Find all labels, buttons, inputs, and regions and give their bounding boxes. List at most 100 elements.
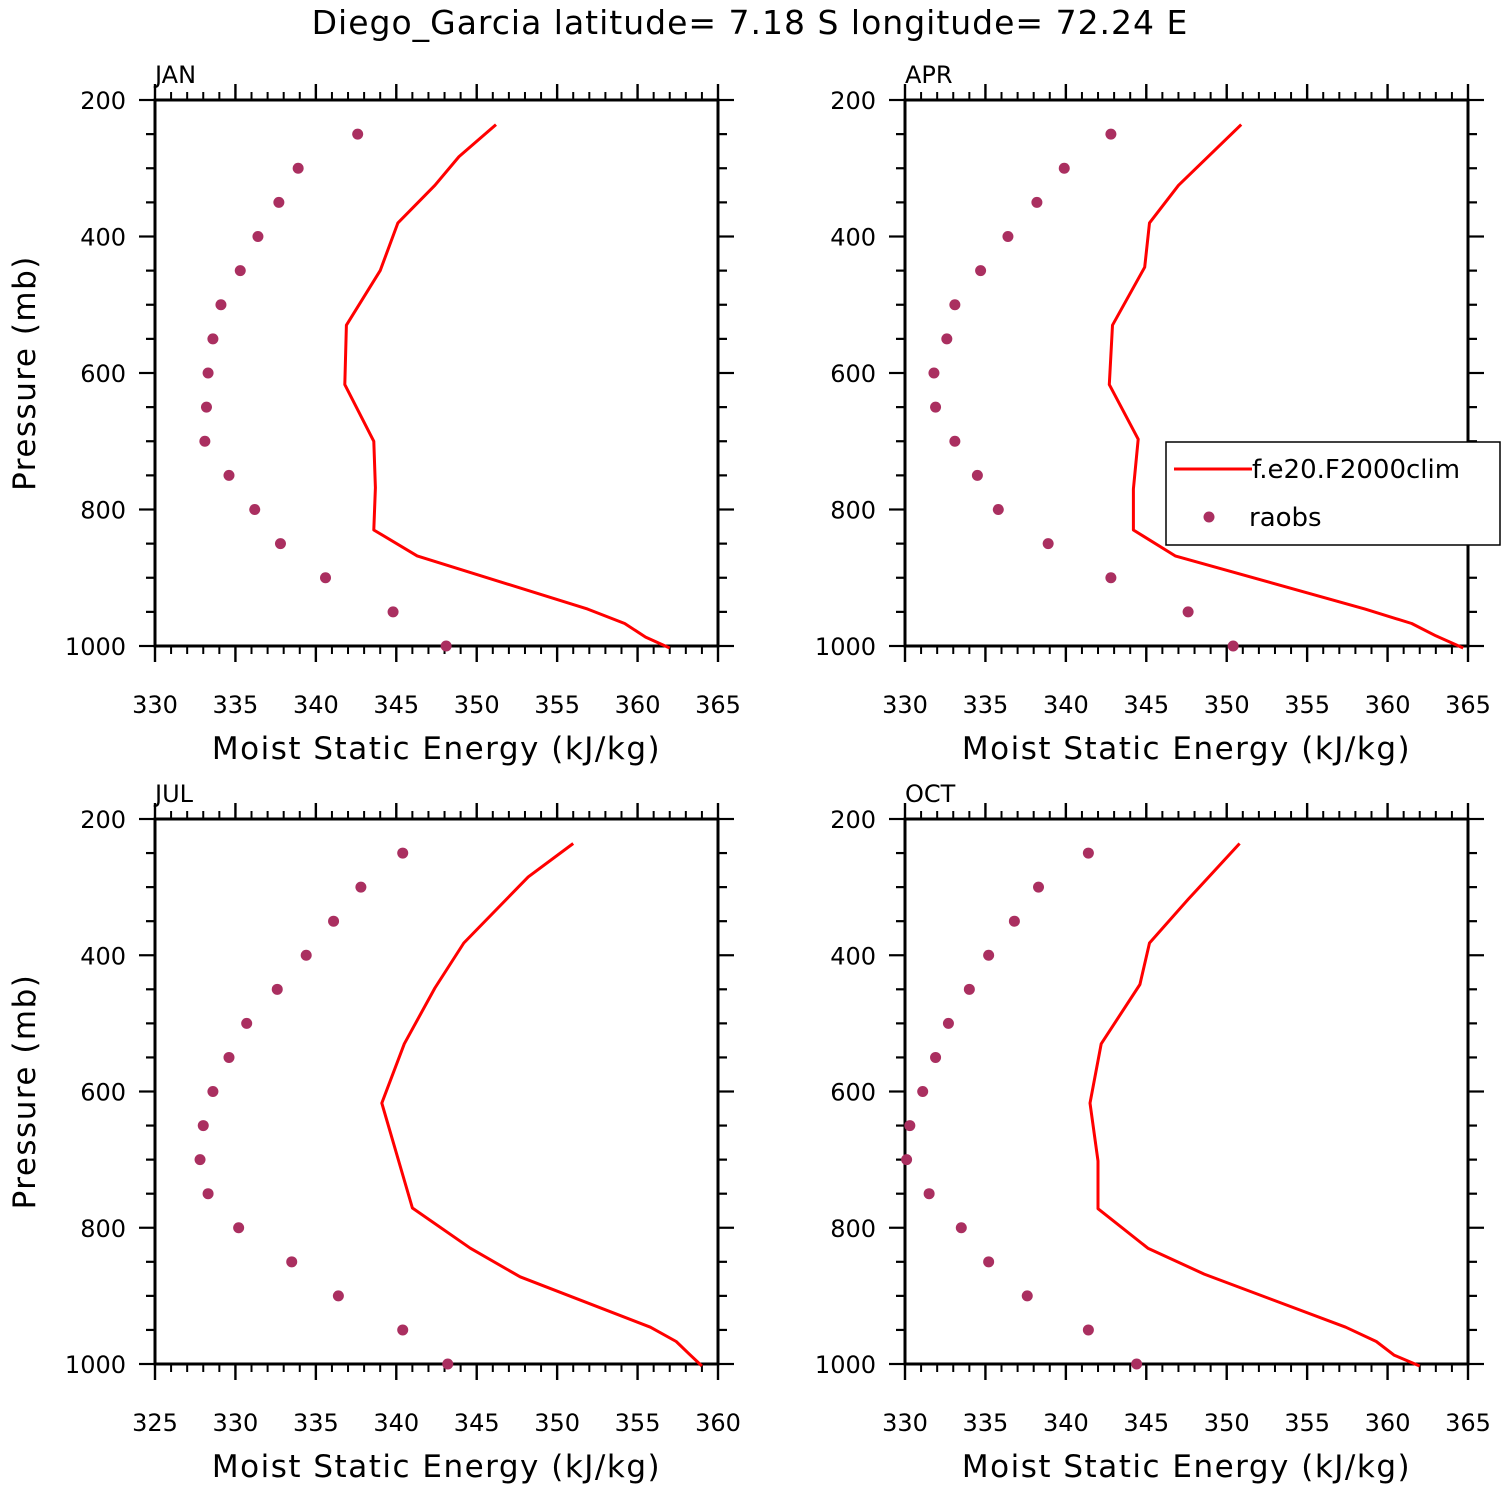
y-tick-label-apr: 200 <box>830 87 876 115</box>
raobs-point-apr <box>1105 128 1117 140</box>
raobs-point-jul <box>442 1358 454 1370</box>
raobs-point-oct <box>1008 915 1020 927</box>
x-tick-label-oct: 340 <box>1043 1409 1089 1437</box>
y-tick-label-apr: 600 <box>830 360 876 388</box>
raobs-point-oct <box>1082 847 1094 859</box>
raobs-point-oct <box>1131 1358 1143 1370</box>
y-tick-label-oct: 1000 <box>815 1351 876 1379</box>
raobs-point-apr <box>1042 538 1054 550</box>
x-tick-label-apr: 360 <box>1365 691 1411 719</box>
x-tick-label-jan: 330 <box>132 691 178 719</box>
raobs-point-apr <box>1031 196 1043 208</box>
y-tick-label-jul: 200 <box>80 806 126 834</box>
x-tick-label-jul: 360 <box>695 1409 741 1437</box>
model-line-oct <box>1088 842 1421 1368</box>
raobs-point-apr <box>971 469 983 481</box>
raobs-point-jan <box>352 128 364 140</box>
panel-title-apr: APR <box>905 61 953 89</box>
x-tick-label-jul: 335 <box>293 1409 339 1437</box>
x-tick-label-jul: 340 <box>373 1409 419 1437</box>
raobs-point-oct <box>1021 1290 1033 1302</box>
x-tick-label-jul: 355 <box>615 1409 661 1437</box>
raobs-point-jul <box>397 1324 409 1336</box>
panels-group: 330 335 340 345 350 355 360 365 200 400 600 800 1000… <box>7 61 1491 1485</box>
panel-jul: 325 330 335 340 345 350 355 360 200 400 600 800 1000… <box>7 780 741 1485</box>
x-tick-label-apr: 365 <box>1445 691 1491 719</box>
x-axis-label-jan: Moist Static Energy (kJ/kg) <box>212 731 661 767</box>
raobs-point-jul <box>241 1017 253 1029</box>
raobs-point-jul <box>202 1188 214 1200</box>
raobs-point-jan <box>223 469 235 481</box>
y-tick-label-jan: 200 <box>80 87 126 115</box>
y-tick-label-apr: 1000 <box>815 633 876 661</box>
model-line-apr <box>1107 123 1464 650</box>
raobs-point-jul <box>223 1051 235 1063</box>
raobs-point-oct <box>963 983 975 995</box>
raobs-point-jan <box>292 162 304 174</box>
panel-title-jan: JAN <box>153 61 196 89</box>
legend-model-label: f.e20.F2000clim <box>1252 455 1460 485</box>
raobs-point-oct <box>983 949 995 961</box>
raobs-point-jul <box>207 1086 219 1097</box>
x-tick-label-jul: 330 <box>213 1409 259 1437</box>
x-tick-label-oct: 360 <box>1365 1409 1411 1437</box>
raobs-point-apr <box>1002 231 1014 242</box>
raobs-point-jul <box>233 1222 245 1234</box>
raobs-point-oct <box>1033 881 1045 893</box>
x-tick-label-jan: 355 <box>534 691 580 719</box>
raobs-point-jan <box>320 572 332 584</box>
figure-title: Diego_Garcia latitude= 7.18 S longitude=… <box>312 3 1189 42</box>
raobs-point-oct <box>1082 1324 1094 1336</box>
x-tick-label-jan: 340 <box>293 691 339 719</box>
x-tick-label-apr: 335 <box>963 691 1009 719</box>
raobs-point-jul <box>197 1120 209 1132</box>
raobs-point-apr <box>1182 606 1194 618</box>
x-tick-label-apr: 355 <box>1284 691 1330 719</box>
raobs-point-jan <box>252 231 264 242</box>
y-tick-label-jan: 600 <box>80 360 126 388</box>
raobs-point-jul <box>355 881 367 893</box>
raobs-point-jan <box>234 265 246 277</box>
y-axis-label-jan: Pressure (mb) <box>7 255 43 491</box>
legend-obs-swatch <box>1203 511 1215 523</box>
y-tick-label-jan: 800 <box>80 497 126 525</box>
y-tick-label-jul: 800 <box>80 1215 126 1243</box>
raobs-point-oct <box>923 1188 935 1200</box>
x-tick-label-jan: 335 <box>213 691 259 719</box>
y-tick-label-jan: 400 <box>80 224 126 252</box>
panel-title-jul: JUL <box>153 780 194 808</box>
raobs-point-jul <box>286 1256 298 1268</box>
legend-obs-label: raobs <box>1249 503 1322 533</box>
y-tick-label-oct: 800 <box>830 1215 876 1243</box>
y-tick-label-jul: 600 <box>80 1079 126 1107</box>
raobs-point-oct <box>930 1051 942 1063</box>
raobs-point-jul <box>300 949 312 961</box>
raobs-point-jan <box>440 640 452 652</box>
raobs-point-jul <box>397 847 409 859</box>
raobs-point-jan <box>274 538 286 550</box>
x-axis-label-apr: Moist Static Energy (kJ/kg) <box>962 731 1411 767</box>
raobs-point-jan <box>199 435 211 447</box>
raobs-point-apr <box>992 504 1004 515</box>
raobs-point-apr <box>928 367 940 379</box>
x-tick-label-oct: 355 <box>1284 1409 1330 1437</box>
y-tick-label-oct: 600 <box>830 1079 876 1107</box>
y-tick-label-jan: 1000 <box>65 633 126 661</box>
raobs-point-oct <box>901 1154 913 1166</box>
x-tick-label-jul: 350 <box>534 1409 580 1437</box>
panel-title-oct: OCT <box>905 780 956 808</box>
raobs-point-jul <box>328 915 340 927</box>
x-tick-label-oct: 335 <box>963 1409 1009 1437</box>
raobs-point-oct <box>942 1017 954 1029</box>
raobs-point-jul <box>271 983 283 995</box>
raobs-point-apr <box>941 333 953 345</box>
x-tick-label-oct: 345 <box>1123 1409 1169 1437</box>
x-tick-label-jul: 325 <box>132 1409 178 1437</box>
x-tick-label-jan: 360 <box>615 691 661 719</box>
y-tick-label-oct: 200 <box>830 806 876 834</box>
x-tick-label-jan: 345 <box>373 691 419 719</box>
x-tick-label-apr: 350 <box>1204 691 1250 719</box>
raobs-point-jan <box>207 333 219 345</box>
raobs-point-jan <box>200 401 212 413</box>
